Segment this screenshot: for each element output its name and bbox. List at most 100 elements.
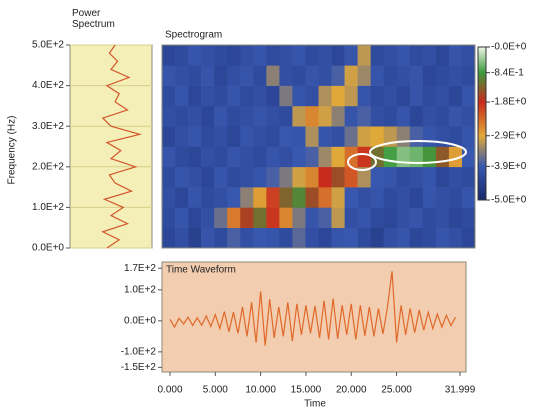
heatmap-cell — [370, 105, 385, 127]
heatmap-cell — [396, 146, 411, 168]
annotation-ellipse — [369, 140, 467, 164]
y-tick-label: 1.7E+2 — [124, 263, 156, 274]
heatmap-cell — [188, 126, 202, 147]
heatmap-cell — [292, 227, 306, 249]
heatmap-cell — [409, 45, 424, 66]
heatmap-cell — [344, 187, 358, 208]
heatmap-cell — [240, 126, 254, 147]
heatmap-cell — [396, 65, 411, 86]
heatmap-cell — [448, 227, 463, 249]
y-tick-label: 4.0E+2 — [32, 80, 64, 91]
heatmap-cell — [266, 187, 280, 208]
heatmap-cell — [201, 126, 215, 147]
colorbar-label: -3.9E+0 — [491, 161, 527, 172]
heatmap-cell — [214, 105, 228, 127]
heatmap-cell — [214, 65, 228, 86]
heatmap-cell — [370, 207, 385, 228]
heatmap-cell — [422, 227, 437, 249]
heatmap-cell — [422, 166, 437, 188]
heatmap-cell — [188, 85, 202, 107]
heatmap-cell — [279, 146, 293, 168]
heatmap-cell — [409, 65, 424, 86]
colorbar-label: -5.0E+0 — [491, 195, 527, 206]
heatmap-cell — [318, 126, 332, 147]
heatmap-cell — [357, 207, 371, 228]
y-tick-label: 0.0E+0 — [124, 316, 156, 327]
heatmap-cell — [331, 85, 345, 107]
heatmap-cell — [422, 85, 437, 107]
heatmap-cell — [240, 146, 254, 168]
heatmap-cell — [305, 65, 319, 86]
heatmap-cell — [305, 126, 319, 147]
heatmap-cell — [370, 166, 385, 188]
heatmap-cell — [305, 187, 319, 208]
y-tick-label: -1.5E+2 — [121, 362, 157, 373]
heatmap-cell — [448, 207, 463, 228]
y-tick-label: 5.0E+2 — [32, 40, 64, 51]
heatmap-cell — [175, 65, 189, 86]
heatmap-cell — [279, 105, 293, 127]
heatmap-cell — [305, 146, 319, 168]
heatmap-cell — [422, 126, 437, 147]
power-spectrum-title: Power Spectrum — [72, 8, 115, 30]
heatmap-cell — [409, 85, 424, 107]
heatmap-cell — [253, 166, 267, 188]
heatmap-cell — [292, 105, 306, 127]
heatmap-cell — [305, 45, 319, 66]
y-axis-label: Frequency (Hz) — [7, 116, 18, 185]
heatmap-cell — [162, 146, 176, 168]
heatmap-cell — [344, 166, 358, 188]
heatmap-cell — [240, 187, 254, 208]
heatmap-cell — [175, 85, 189, 107]
heatmap-cell — [162, 166, 176, 188]
heatmap-cell — [279, 227, 293, 249]
heatmap-cell — [201, 65, 215, 86]
heatmap-cell — [266, 166, 280, 188]
x-tick-label: 25.000 — [381, 385, 412, 396]
heatmap-cell — [422, 105, 437, 127]
heatmap-cell — [201, 166, 215, 188]
heatmap-cell — [162, 227, 176, 249]
heatmap-cell — [240, 207, 254, 228]
heatmap-cell — [396, 105, 411, 127]
heatmap-cell — [266, 146, 280, 168]
heatmap-cell — [409, 187, 424, 208]
heatmap-cell — [292, 126, 306, 147]
y-tick-label: 3.0E+2 — [32, 121, 64, 132]
heatmap-cell — [227, 227, 241, 249]
heatmap-cell — [266, 207, 280, 228]
heatmap-cell — [253, 105, 267, 127]
heatmap-cell — [396, 227, 411, 249]
heatmap-cell — [331, 187, 345, 208]
heatmap-cell — [305, 227, 319, 249]
heatmap-cell — [227, 65, 241, 86]
heatmap-cell — [201, 85, 215, 107]
heatmap-cell — [461, 227, 476, 249]
heatmap-cell — [448, 166, 463, 188]
heatmap-cell — [344, 126, 358, 147]
heatmap-cell — [357, 146, 371, 168]
heatmap-cell — [435, 227, 450, 249]
heatmap-cell — [201, 227, 215, 249]
heatmap-cell — [188, 227, 202, 249]
heatmap-cell — [175, 45, 189, 66]
heatmap-cell — [305, 105, 319, 127]
heatmap-cell — [383, 45, 398, 66]
heatmap-cell — [214, 45, 228, 66]
spectrum-line — [101, 44, 143, 249]
heatmap-cell — [227, 105, 241, 127]
heatmap-cell — [435, 146, 450, 168]
heatmap-cell — [461, 187, 476, 208]
heatmap-cell — [253, 85, 267, 107]
heatmap-cell — [279, 85, 293, 107]
colorbar — [477, 46, 487, 201]
heatmap-cell — [240, 45, 254, 66]
heatmap-cell — [331, 45, 345, 66]
heatmap-cell — [214, 126, 228, 147]
heatmap-cell — [370, 146, 385, 168]
heatmap-cell — [240, 65, 254, 86]
heatmap-cell — [318, 105, 332, 127]
colorbar-label: -0.0E+0 — [491, 42, 527, 53]
heatmap-cell — [266, 227, 280, 249]
